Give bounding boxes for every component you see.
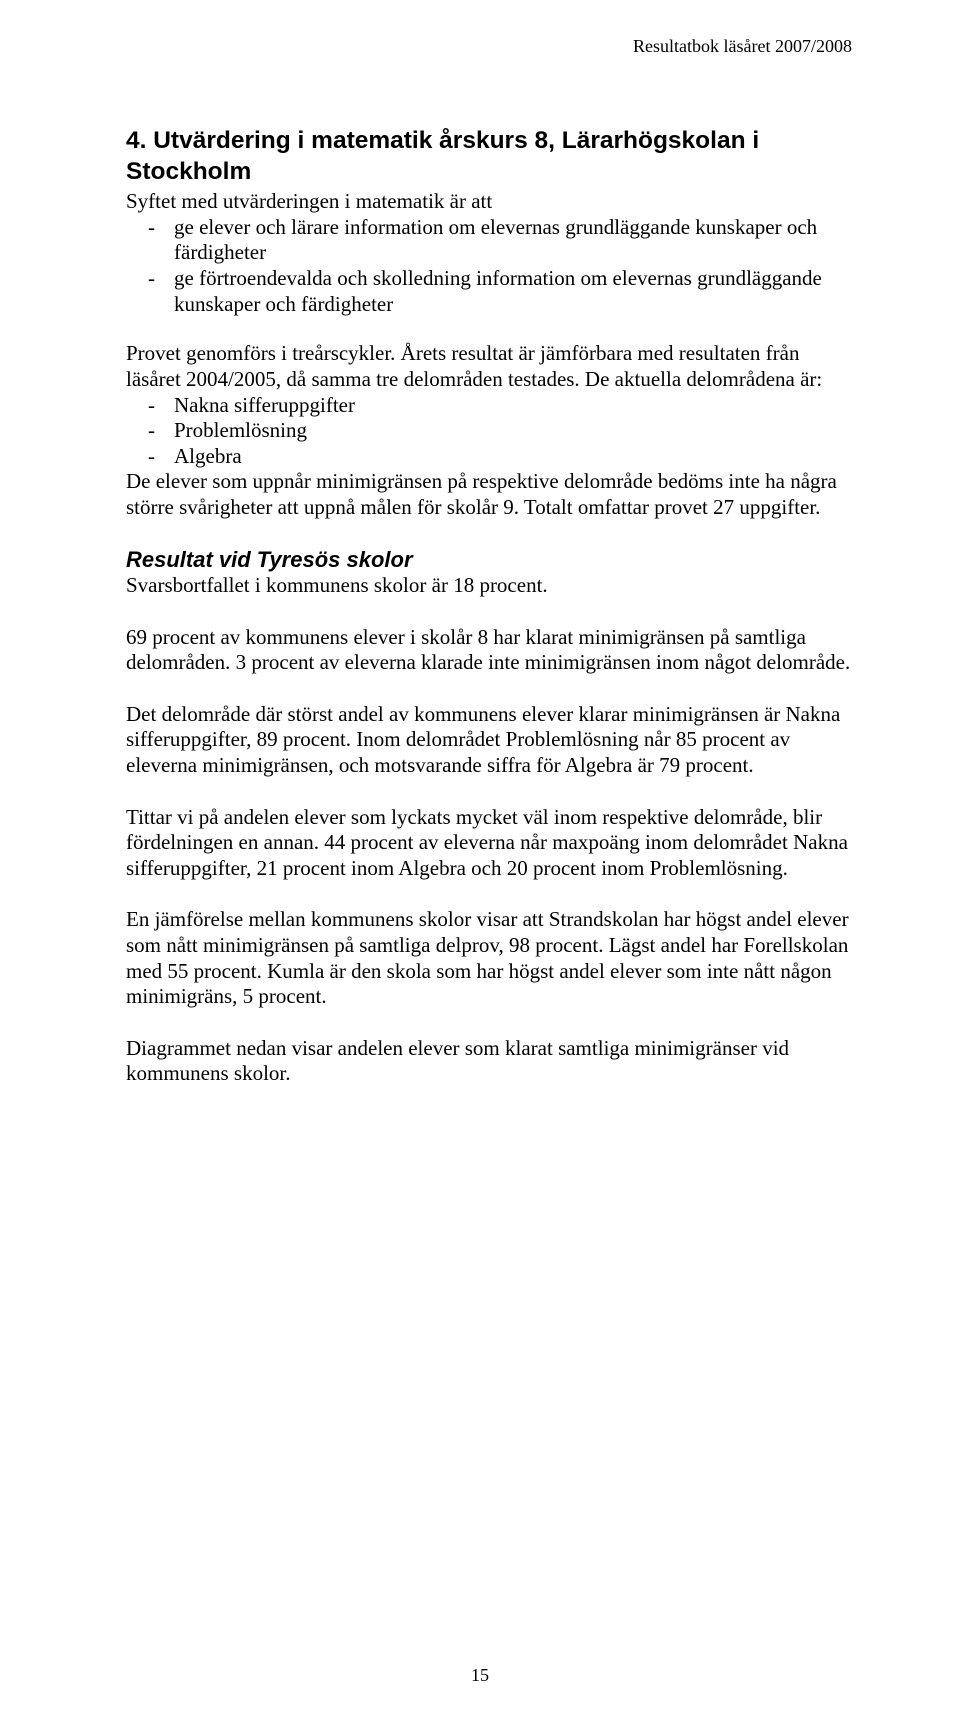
list-item: Problemlösning xyxy=(126,418,852,444)
list-item: ge förtroendevalda och skolledning infor… xyxy=(126,266,852,317)
running-header: Resultatbok läsåret 2007/2008 xyxy=(633,36,852,57)
list-item: Algebra xyxy=(126,444,852,470)
list-item: Nakna sifferuppgifter xyxy=(126,393,852,419)
list-item: ge elever och lärare information om elev… xyxy=(126,215,852,266)
page-content: 4. Utvärdering i matematik årskurs 8, Lä… xyxy=(126,126,852,1087)
paragraph: 69 procent av kommunens elever i skolår … xyxy=(126,625,852,676)
paragraph: De elever som uppnår minimigränsen på re… xyxy=(126,469,852,520)
area-bullets: Nakna sifferuppgifter Problemlösning Alg… xyxy=(126,393,852,470)
paragraph: Provet genomförs i treårscykler. Årets r… xyxy=(126,341,852,392)
paragraph: Det delområde där störst andel av kommun… xyxy=(126,702,852,779)
paragraph: Svarsbortfallet i kommunens skolor är 18… xyxy=(126,573,852,599)
intro-line: Syftet med utvärderingen i matematik är … xyxy=(126,189,852,215)
paragraph: Tittar vi på andelen elever som lyckats … xyxy=(126,805,852,882)
purpose-bullets: ge elever och lärare information om elev… xyxy=(126,215,852,317)
paragraph: En jämförelse mellan kommunens skolor vi… xyxy=(126,907,852,1009)
subsection-heading: Resultat vid Tyresös skolor xyxy=(126,547,852,573)
section-heading: 4. Utvärdering i matematik årskurs 8, Lä… xyxy=(126,126,852,187)
page-number: 15 xyxy=(0,1665,960,1686)
paragraph: Diagrammet nedan visar andelen elever so… xyxy=(126,1036,852,1087)
document-page: Resultatbok läsåret 2007/2008 4. Utvärde… xyxy=(0,0,960,1730)
